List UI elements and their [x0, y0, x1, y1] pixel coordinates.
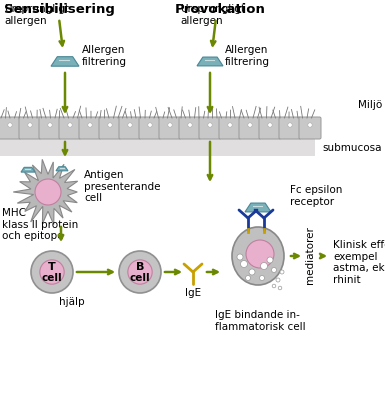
- Polygon shape: [13, 159, 78, 224]
- FancyBboxPatch shape: [79, 117, 101, 139]
- Text: Klinisk effekt
exempel
astma, eksem,
rhinit: Klinisk effekt exempel astma, eksem, rhi…: [333, 240, 385, 285]
- Ellipse shape: [232, 227, 284, 285]
- FancyBboxPatch shape: [239, 117, 261, 139]
- Text: T: T: [48, 262, 56, 272]
- Circle shape: [268, 123, 272, 127]
- Text: MHC
klass II protein
och epitope: MHC klass II protein och epitope: [2, 208, 78, 241]
- Circle shape: [48, 123, 52, 127]
- Text: Sensibilisering: Sensibilisering: [4, 3, 115, 16]
- Polygon shape: [245, 203, 271, 212]
- Circle shape: [108, 123, 112, 127]
- FancyBboxPatch shape: [0, 117, 21, 139]
- Circle shape: [228, 123, 232, 127]
- Circle shape: [28, 123, 32, 127]
- Circle shape: [128, 123, 132, 127]
- Circle shape: [246, 240, 274, 268]
- Circle shape: [246, 276, 251, 280]
- Circle shape: [40, 260, 64, 284]
- Circle shape: [237, 254, 243, 260]
- Text: Allergen
filtrering: Allergen filtrering: [82, 45, 127, 67]
- Circle shape: [68, 123, 72, 127]
- Text: cell: cell: [42, 273, 62, 283]
- Circle shape: [278, 286, 282, 290]
- Circle shape: [168, 123, 172, 127]
- FancyBboxPatch shape: [159, 117, 181, 139]
- Circle shape: [308, 123, 312, 127]
- Circle shape: [188, 123, 192, 127]
- Polygon shape: [197, 57, 223, 66]
- Text: submucosa: submucosa: [323, 143, 382, 153]
- Text: Allergen
filtrering: Allergen filtrering: [225, 45, 270, 67]
- FancyBboxPatch shape: [219, 117, 241, 139]
- Circle shape: [280, 270, 284, 274]
- Polygon shape: [56, 167, 68, 171]
- Circle shape: [271, 268, 276, 272]
- Circle shape: [249, 269, 255, 275]
- Circle shape: [128, 260, 152, 284]
- Circle shape: [261, 262, 268, 270]
- Circle shape: [31, 251, 73, 293]
- Circle shape: [208, 123, 212, 127]
- Text: hjälp: hjälp: [59, 297, 85, 307]
- Text: Ursprungligt
allergen: Ursprungligt allergen: [180, 4, 245, 26]
- FancyBboxPatch shape: [99, 117, 121, 139]
- Text: Miljö: Miljö: [358, 100, 382, 110]
- Circle shape: [119, 251, 161, 293]
- Text: Provokation: Provokation: [175, 3, 266, 16]
- Circle shape: [241, 260, 248, 268]
- FancyBboxPatch shape: [179, 117, 201, 139]
- Text: cell: cell: [130, 273, 150, 283]
- FancyBboxPatch shape: [259, 117, 281, 139]
- Text: IgE: IgE: [185, 288, 201, 298]
- FancyBboxPatch shape: [19, 117, 41, 139]
- FancyBboxPatch shape: [59, 117, 81, 139]
- Polygon shape: [21, 167, 35, 172]
- Text: B: B: [136, 262, 144, 272]
- Circle shape: [267, 257, 273, 263]
- Circle shape: [248, 123, 252, 127]
- Text: mediatorer: mediatorer: [305, 226, 315, 284]
- Text: Antigen
presenterande
cell: Antigen presenterande cell: [84, 170, 161, 203]
- FancyBboxPatch shape: [39, 117, 61, 139]
- Polygon shape: [51, 57, 79, 66]
- FancyBboxPatch shape: [139, 117, 161, 139]
- FancyBboxPatch shape: [279, 117, 301, 139]
- Circle shape: [288, 123, 292, 127]
- FancyBboxPatch shape: [119, 117, 141, 139]
- FancyBboxPatch shape: [0, 138, 315, 156]
- FancyBboxPatch shape: [199, 117, 221, 139]
- Text: IgE bindande in-
flammatorisk cell: IgE bindande in- flammatorisk cell: [215, 310, 306, 332]
- FancyBboxPatch shape: [299, 117, 321, 139]
- Circle shape: [148, 123, 152, 127]
- Circle shape: [35, 179, 61, 205]
- Text: Ursprungligt
allergen: Ursprungligt allergen: [4, 4, 69, 26]
- Circle shape: [259, 276, 264, 280]
- Circle shape: [88, 123, 92, 127]
- Text: Fc epsilon
receptor: Fc epsilon receptor: [290, 185, 342, 206]
- Circle shape: [8, 123, 12, 127]
- Circle shape: [272, 284, 276, 288]
- Circle shape: [276, 278, 280, 282]
